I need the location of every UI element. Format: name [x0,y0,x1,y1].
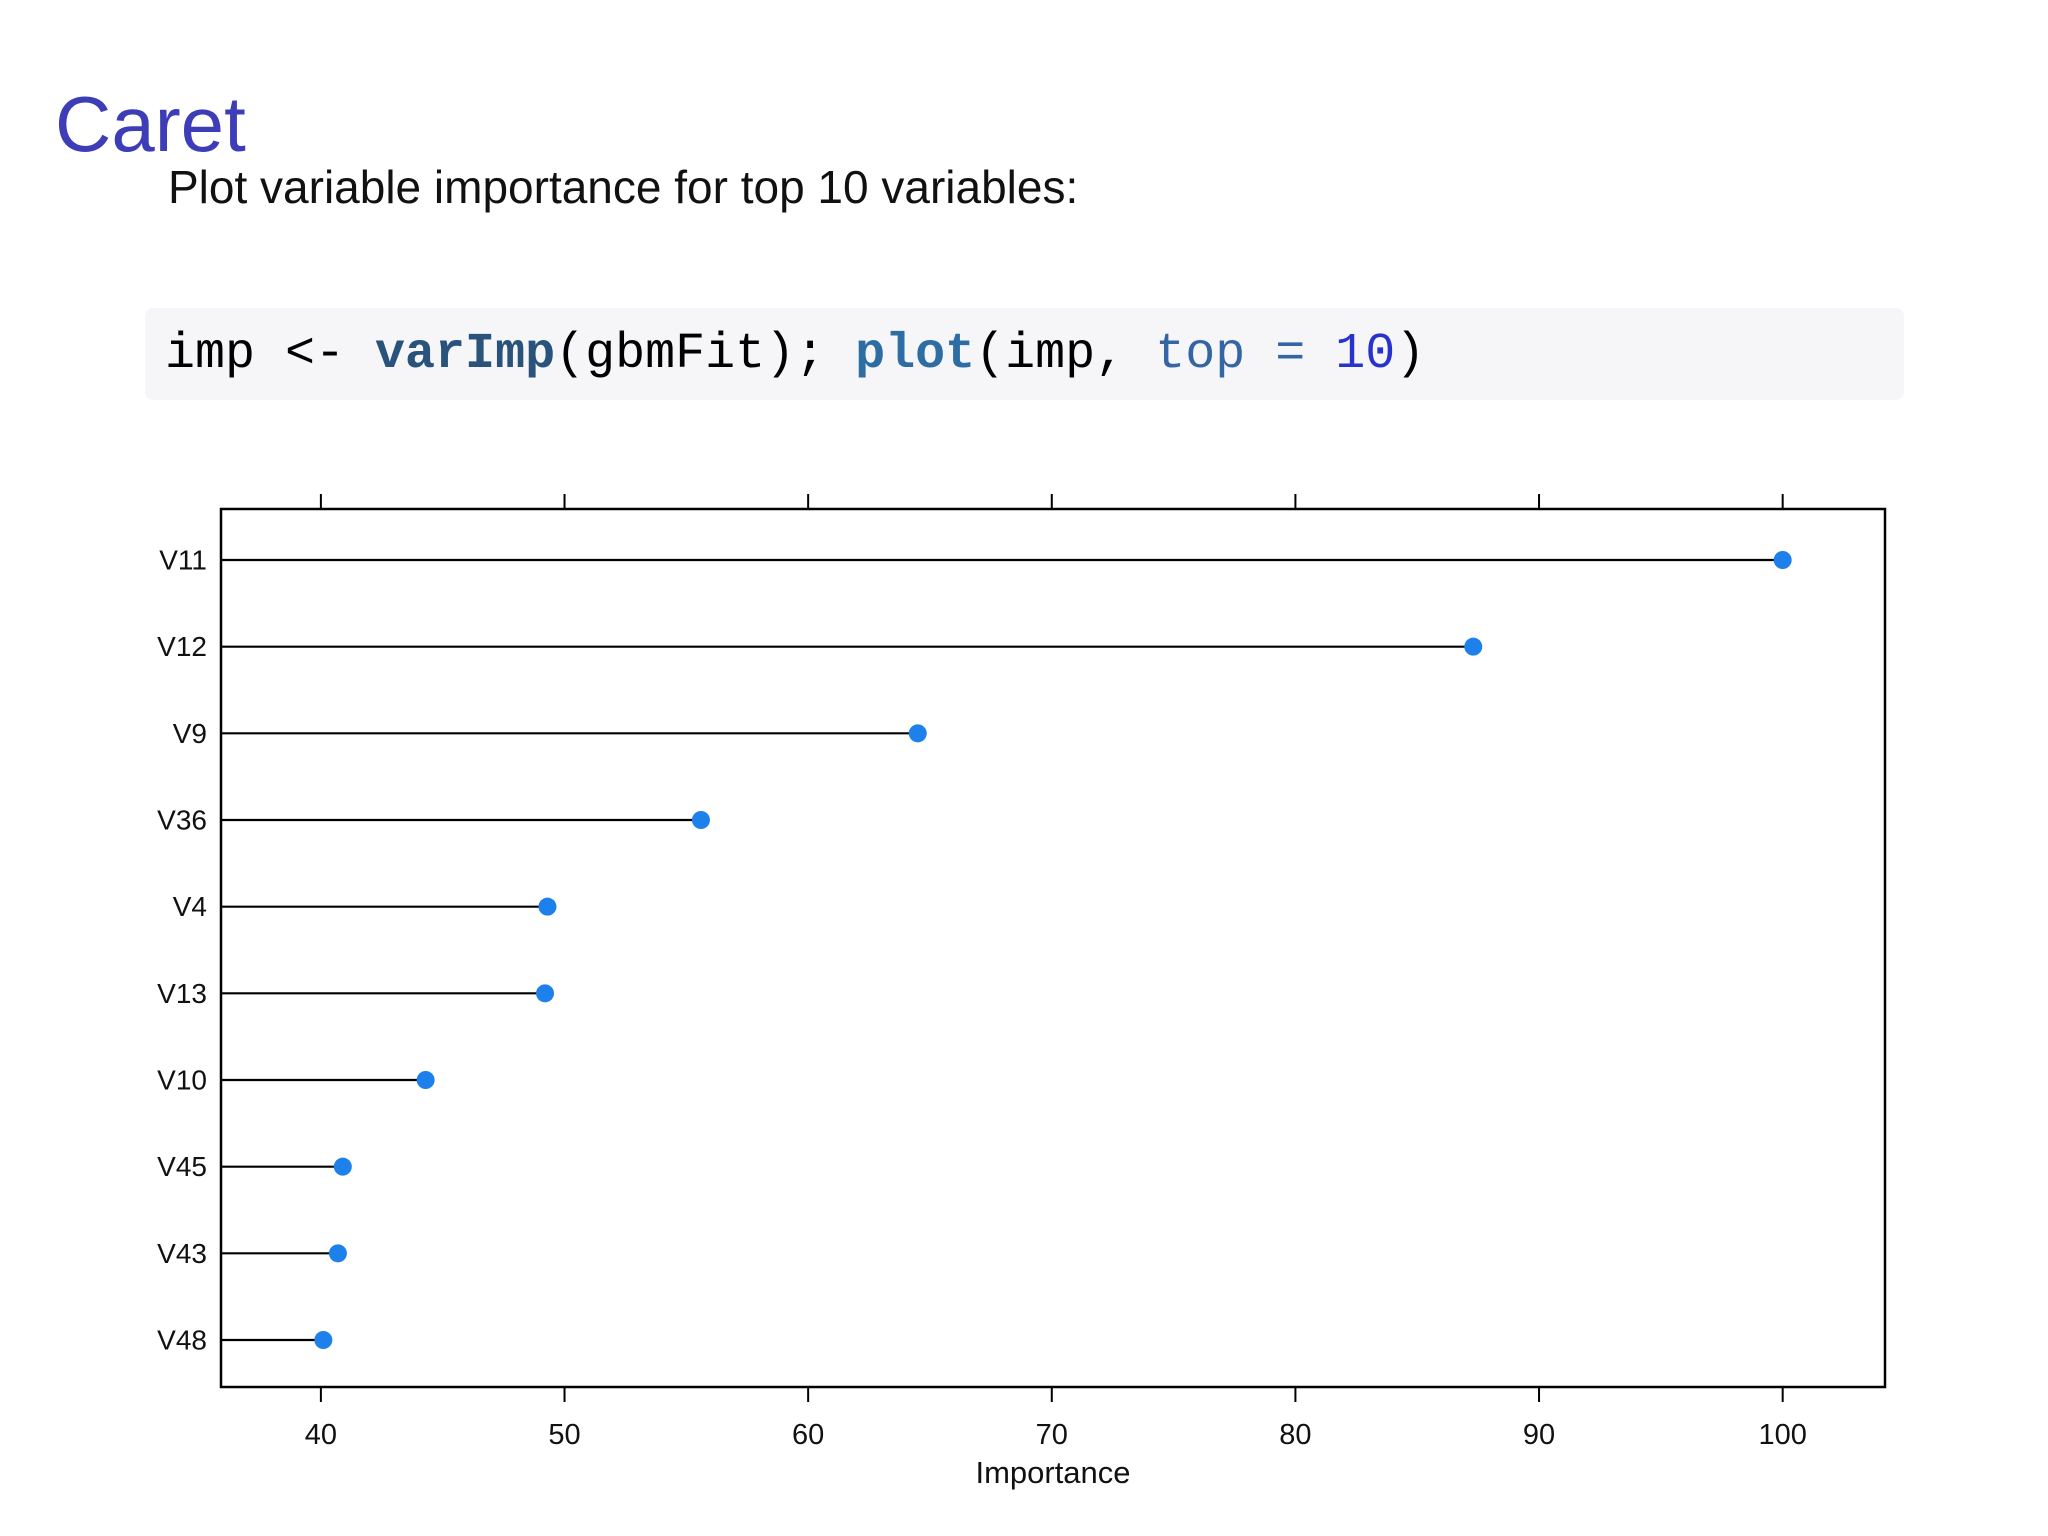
code-token: (imp, [975,325,1156,383]
category-label: V48 [157,1325,207,1356]
category-label: V13 [157,978,207,1009]
x-axis-title: Importance [975,1455,1130,1490]
code-line: imp <- varImp(gbmFit); plot(imp, top = 1… [165,326,1425,383]
code-block: imp <- varImp(gbmFit); plot(imp, top = 1… [145,308,1904,400]
code-token: top [1155,325,1246,383]
x-tick-label: 80 [1279,1419,1311,1451]
category-label: V36 [157,805,207,836]
value-dot [536,984,555,1003]
value-dot [908,724,927,743]
code-token: 10 [1335,325,1396,383]
value-dot [1464,637,1483,656]
value-dot [1773,551,1792,569]
code-token: varImp [375,325,556,383]
category-label: V9 [173,718,207,749]
x-tick-label: 100 [1758,1419,1806,1451]
value-dot [314,1331,333,1349]
page-title: Caret [55,80,246,169]
category-label: V4 [173,891,207,922]
code-token: = [1245,325,1336,383]
x-tick-label: 60 [792,1419,824,1451]
code-token: ) [1395,325,1426,383]
plot-border [219,507,1887,1389]
subtitle-text: Plot variable importance for top 10 vari… [168,161,1079,213]
value-dot [328,1244,347,1263]
category-label: V12 [157,631,207,662]
value-dot [333,1157,352,1176]
code-token: (gbmFit); [555,325,856,383]
category-label: V45 [157,1151,207,1182]
value-dot [416,1071,435,1089]
value-dot [538,897,557,916]
code-token: imp <- [165,325,376,383]
value-dot [691,811,710,829]
x-tick-label: 40 [305,1419,337,1451]
category-label: V43 [157,1238,207,1269]
x-tick-label: 70 [1036,1419,1068,1451]
category-label: V11 [159,545,207,576]
x-tick-label: 50 [548,1419,580,1451]
x-tick-label: 90 [1523,1419,1555,1451]
category-label: V10 [157,1065,207,1096]
code-token: plot [855,325,976,383]
